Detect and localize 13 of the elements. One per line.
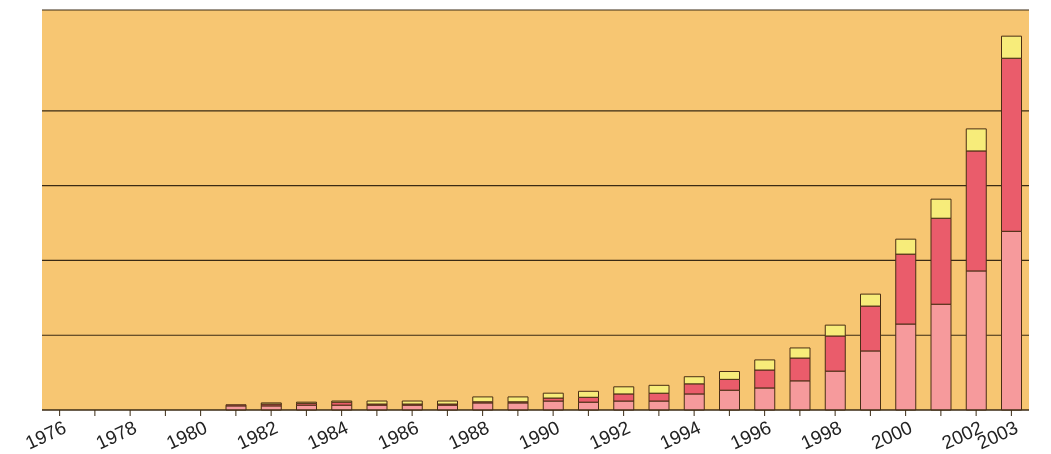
x-tick-label: 1980 <box>163 416 211 454</box>
x-tick-label: 2000 <box>868 416 916 454</box>
x-tick-label: 1986 <box>374 416 422 454</box>
x-tick-label: 1982 <box>233 416 281 454</box>
x-tick-label: 1978 <box>92 416 140 454</box>
x-tick-label: 1992 <box>586 416 634 454</box>
x-tick-label: 1990 <box>515 416 563 454</box>
x-tick-label: 1996 <box>727 416 775 454</box>
x-tick-label: 1988 <box>445 416 493 454</box>
x-tick-label: 1984 <box>304 416 352 454</box>
x-tick-label: 1976 <box>22 416 70 454</box>
x-tick-label: 1998 <box>797 416 845 454</box>
x-tick-label: 1994 <box>656 416 705 454</box>
